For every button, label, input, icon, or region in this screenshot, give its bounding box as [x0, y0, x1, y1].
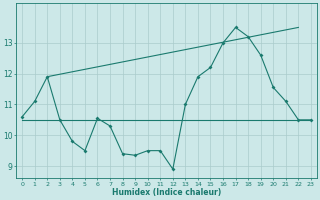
X-axis label: Humidex (Indice chaleur): Humidex (Indice chaleur) [112, 188, 221, 197]
